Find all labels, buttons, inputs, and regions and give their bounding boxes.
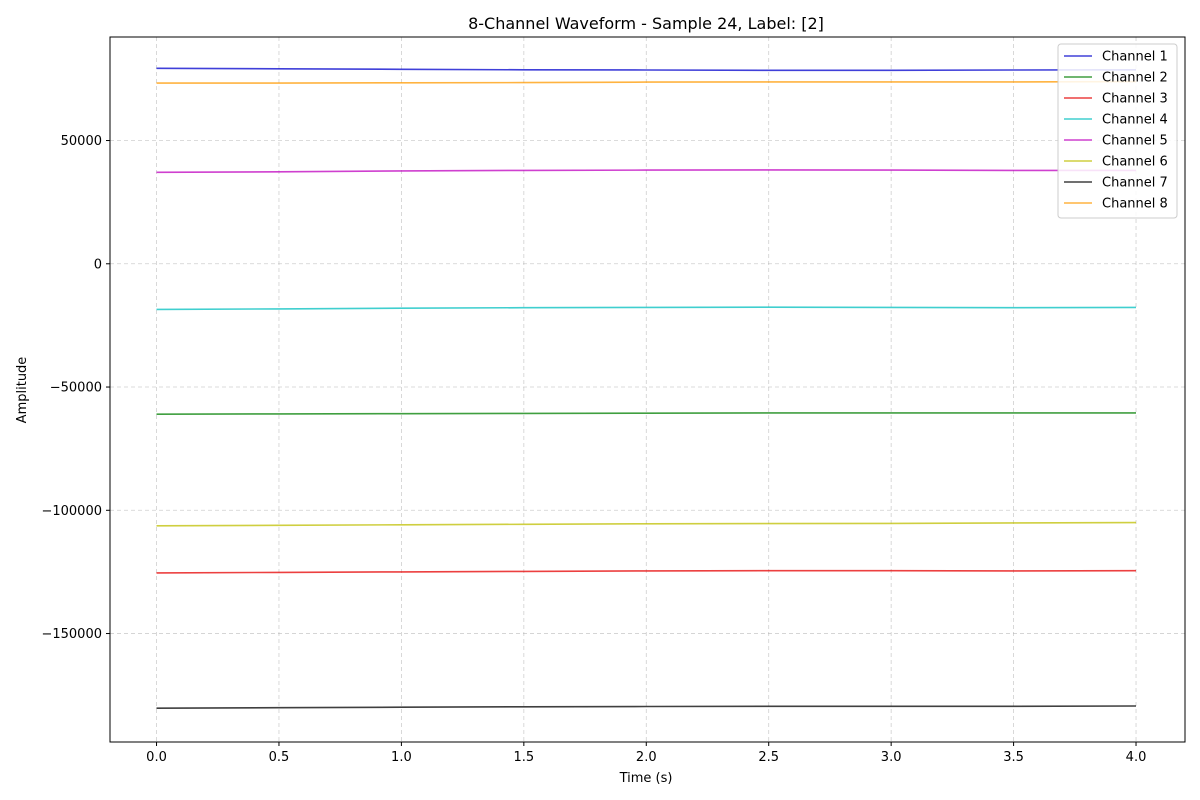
x-axis: 0.0 0.5 1.0 1.5 2.0 2.5 3.0 3.5 4.0 xyxy=(146,742,1146,765)
x-tick-label: 0.0 xyxy=(146,750,167,765)
series-line-channel-4 xyxy=(156,306,1137,311)
series-line-channel-6 xyxy=(156,521,1137,527)
plot-frame xyxy=(109,36,1186,743)
x-tick-label: 0.5 xyxy=(269,750,290,765)
series-line-channel-8 xyxy=(156,80,1137,84)
y-axis: 50000 0 −50000 −100000 −150000 xyxy=(41,134,110,642)
legend-label: Channel 3 xyxy=(1102,92,1168,107)
series-line-channel-3 xyxy=(156,569,1137,574)
legend-label: Channel 4 xyxy=(1102,113,1168,128)
chart-title: 8-Channel Waveform - Sample 24, Label: [… xyxy=(468,14,824,33)
legend: Channel 1 Channel 2 Channel 3 Channel 4 Chan… xyxy=(1057,43,1178,219)
legend-label: Channel 8 xyxy=(1102,197,1168,212)
x-tick-label: 2.5 xyxy=(758,750,779,765)
x-tick-label: 4.0 xyxy=(1126,750,1147,765)
legend-label: Channel 1 xyxy=(1102,50,1168,65)
y-tick-label: 50000 xyxy=(61,134,102,149)
series-lines xyxy=(156,67,1137,710)
y-tick-label: −50000 xyxy=(50,381,102,396)
series-line-channel-7 xyxy=(156,705,1137,710)
x-tick-label: 1.5 xyxy=(513,750,534,765)
grid xyxy=(110,37,1185,742)
x-tick-label: 2.0 xyxy=(636,750,657,765)
legend-label: Channel 5 xyxy=(1102,134,1168,149)
series-line-channel-2 xyxy=(156,412,1136,416)
x-tick-label: 1.0 xyxy=(391,750,412,765)
series-line-channel-5 xyxy=(156,169,1136,174)
y-tick-label: 0 xyxy=(94,257,102,272)
y-tick-label: −150000 xyxy=(41,627,102,642)
series-line-channel-1 xyxy=(156,67,1137,72)
x-tick-label: 3.5 xyxy=(1003,750,1024,765)
x-axis-label: Time (s) xyxy=(619,771,673,786)
legend-label: Channel 6 xyxy=(1102,155,1168,170)
legend-label: Channel 2 xyxy=(1102,71,1168,86)
x-tick-label: 3.0 xyxy=(881,750,902,765)
y-axis-label: Amplitude xyxy=(15,357,30,424)
legend-label: Channel 7 xyxy=(1102,176,1168,191)
legend-box xyxy=(1057,43,1178,219)
y-tick-label: −100000 xyxy=(41,504,102,519)
